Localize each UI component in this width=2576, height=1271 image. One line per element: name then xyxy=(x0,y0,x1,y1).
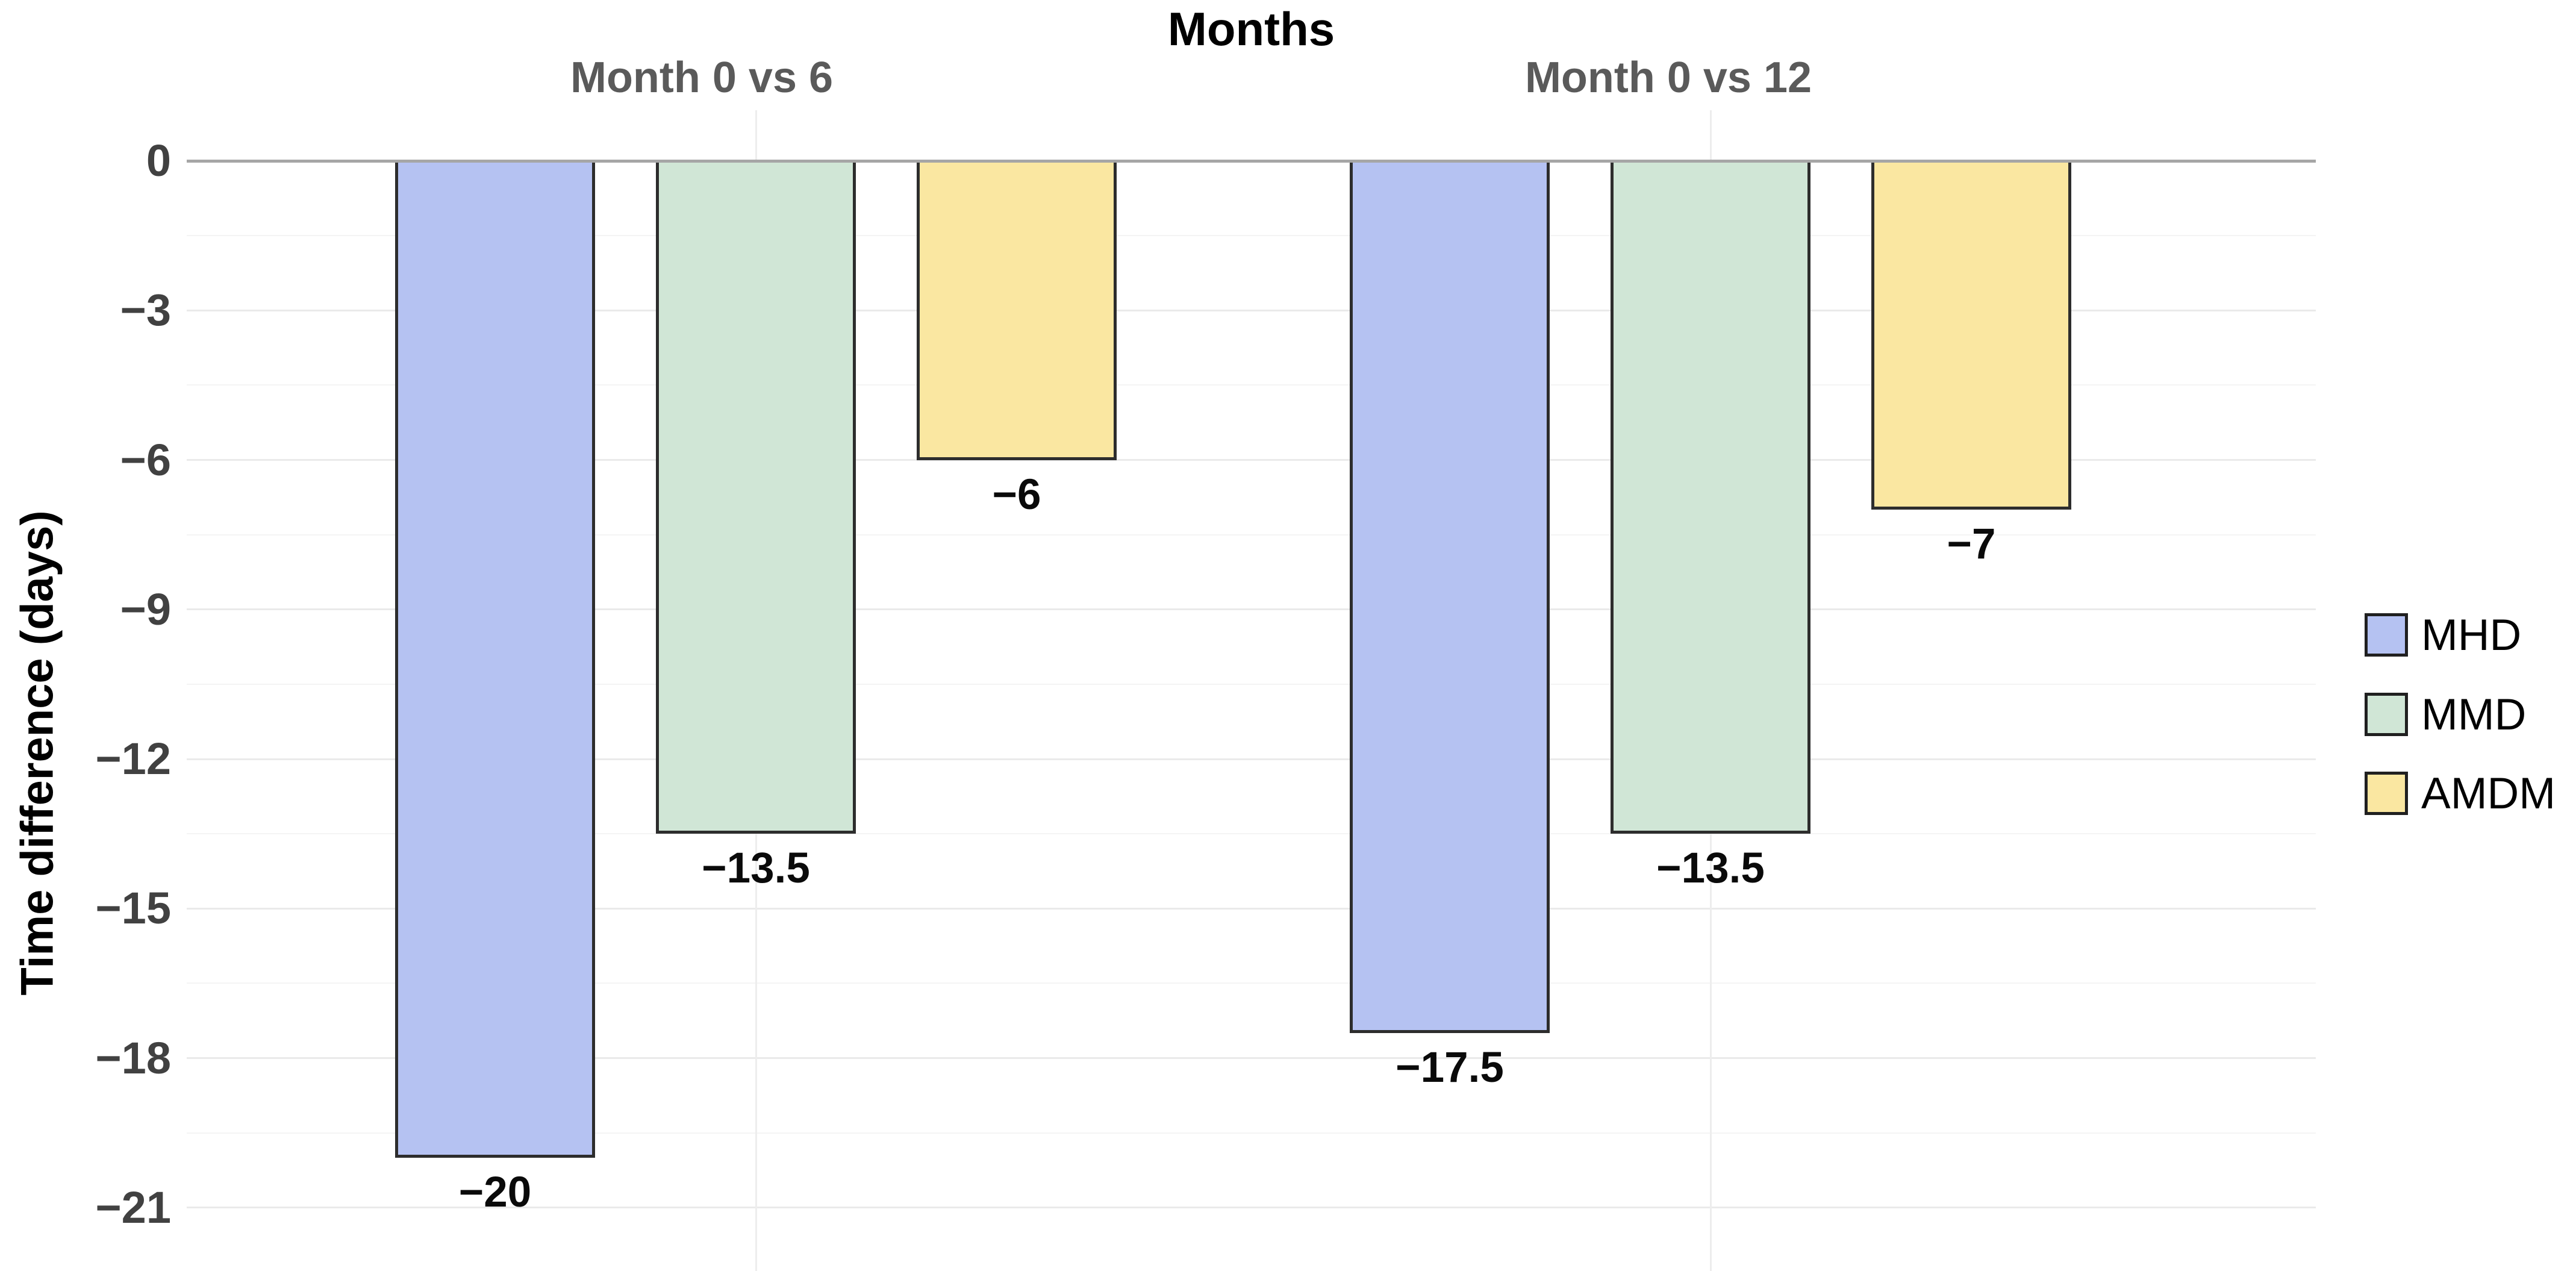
legend-item-mmd: MMD xyxy=(2365,690,2527,739)
legend-label-mhd: MHD xyxy=(2421,610,2522,660)
y-axis-tick-labels: 0 −3 −6 −9 −12 −15 −18 −21 xyxy=(0,0,171,1271)
minor-gridline xyxy=(187,534,2316,536)
bar-mmd-group1 xyxy=(656,162,856,834)
major-gridline xyxy=(187,309,2316,311)
major-gridline xyxy=(187,758,2316,760)
legend-item-mhd: MHD xyxy=(2365,613,2521,657)
y-tick-label: 0 xyxy=(146,136,171,186)
bar-value-label: −20 xyxy=(458,1169,532,1217)
zero-axis-line xyxy=(187,160,2316,163)
minor-gridline xyxy=(187,683,2316,685)
y-tick-label: −3 xyxy=(120,285,171,336)
major-gridline xyxy=(187,608,2316,611)
legend-label-amdm: AMDM xyxy=(2421,769,2556,818)
bar-mmd-group2 xyxy=(1611,162,1810,834)
y-tick-label: −12 xyxy=(95,734,171,784)
plot-panel: −20 −13.5 −6 −17.5 −13.5 −7 xyxy=(187,110,2316,1271)
major-gridline xyxy=(187,459,2316,461)
legend-label-mmd: MMD xyxy=(2421,690,2527,739)
bar-mhd-group2 xyxy=(1350,162,1550,1034)
bar-value-label: −13.5 xyxy=(702,845,810,893)
legend-swatch-mhd xyxy=(2365,613,2408,657)
bar-value-label: −7 xyxy=(1947,520,1996,569)
facet-label-month-0-vs-12: Month 0 vs 12 xyxy=(1524,54,1812,102)
minor-gridline xyxy=(187,982,2316,984)
bar-mhd-group1 xyxy=(395,162,595,1158)
major-gridline xyxy=(187,1057,2316,1060)
legend-swatch-amdm xyxy=(2365,772,2408,815)
major-gridline xyxy=(187,1207,2316,1209)
legend-item-amdm: AMDM xyxy=(2365,769,2556,818)
minor-gridline xyxy=(187,1132,2316,1134)
y-tick-label: −6 xyxy=(120,434,171,485)
bar-amdm-group2 xyxy=(1871,162,2071,510)
bar-value-label: −6 xyxy=(992,470,1041,519)
bar-amdm-group1 xyxy=(917,162,1117,460)
major-gridline xyxy=(187,907,2316,910)
bar-value-label: −13.5 xyxy=(1656,845,1765,893)
minor-gridline xyxy=(187,235,2316,237)
bar-value-label: −17.5 xyxy=(1396,1044,1504,1092)
y-tick-label: −21 xyxy=(95,1182,171,1232)
facet-label-month-0-vs-6: Month 0 vs 6 xyxy=(570,54,834,102)
y-tick-label: −18 xyxy=(95,1032,171,1083)
minor-gridline xyxy=(187,384,2316,386)
chart-title: Months xyxy=(1167,2,1335,55)
y-tick-label: −9 xyxy=(120,584,171,634)
legend-swatch-mmd xyxy=(2365,693,2408,736)
minor-gridline xyxy=(187,833,2316,835)
y-tick-label: −15 xyxy=(95,883,171,934)
